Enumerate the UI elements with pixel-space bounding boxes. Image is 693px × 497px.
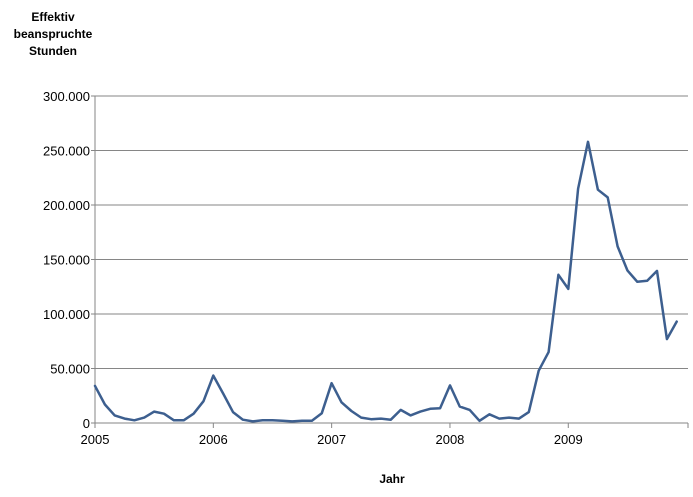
- y-axis-label: Effektiv beanspruchte Stunden: [14, 10, 93, 58]
- series-line: [93, 140, 678, 423]
- y-tick-label: 100.000: [43, 307, 90, 322]
- y-tick-label: 150.000: [43, 253, 90, 268]
- x-tick-label: 2009: [554, 432, 583, 447]
- y-tick-label: 50.000: [50, 362, 90, 377]
- gridlines: [95, 95, 688, 369]
- x-tick-labels: 2005 2006 2007 2008 2009: [81, 432, 583, 447]
- y-axis-label-line: beanspruchte: [14, 27, 93, 41]
- y-tick-label: 300.000: [43, 89, 90, 104]
- x-tick-label: 2005: [81, 432, 110, 447]
- axes: [91, 95, 689, 428]
- y-tick-label: 200.000: [43, 198, 90, 213]
- y-axis-label-line: Stunden: [29, 44, 77, 58]
- x-axis-label: Jahr: [379, 472, 405, 486]
- x-tick-label: 2008: [435, 432, 464, 447]
- y-axis-label-line: Effektiv: [31, 10, 75, 24]
- y-tick-labels: 0 50.000 100.000 150.000 200.000 250.000 300.0…: [43, 89, 90, 431]
- series: [93, 140, 678, 423]
- y-tick-label: 0: [83, 416, 90, 431]
- x-tick-label: 2007: [317, 432, 346, 447]
- y-tick-label: 250.000: [43, 144, 90, 159]
- x-tick-label: 2006: [199, 432, 228, 447]
